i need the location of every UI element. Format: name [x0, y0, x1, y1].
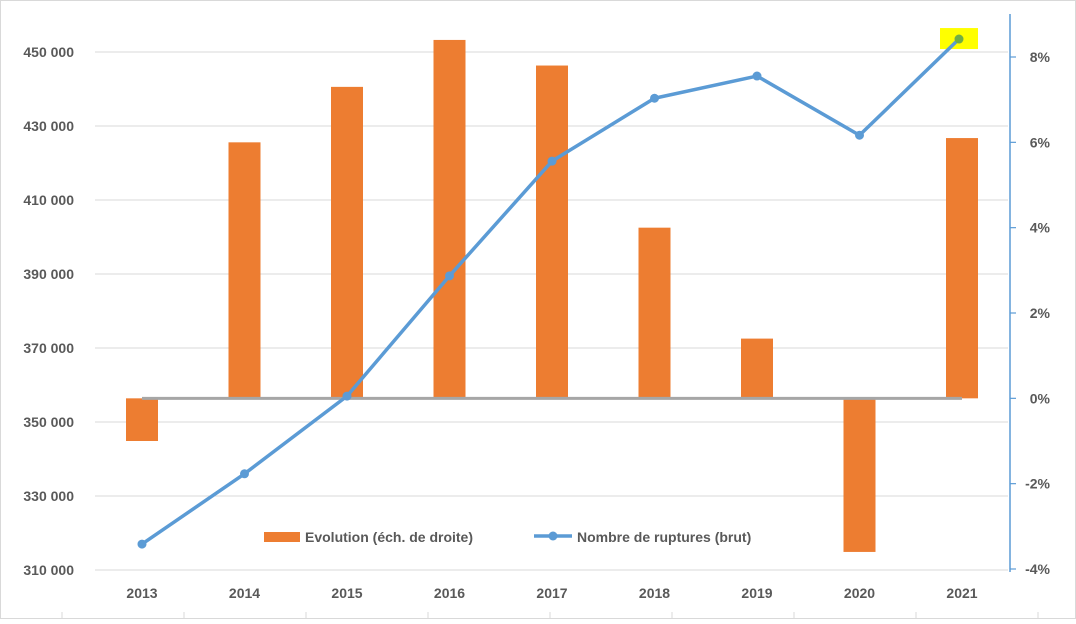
bar-evolution-2020 — [843, 398, 876, 552]
right-axis-tick-label: 2% — [1030, 305, 1051, 321]
legend-swatch-marker — [548, 531, 558, 541]
bar-evolution-2015 — [331, 86, 363, 399]
x-axis-tick-label: 2017 — [536, 585, 567, 601]
point-ruptures-2019 — [752, 71, 762, 81]
left-axis-tick-label: 390 000 — [23, 266, 74, 282]
legend: Evolution (éch. de droite) Nombre de rupt… — [264, 529, 751, 545]
right-axis-tick-label: 8% — [1030, 49, 1051, 65]
legend-label-line: Nombre de ruptures (brut) — [577, 529, 751, 545]
bar-evolution-2019 — [741, 338, 773, 399]
point-ruptures-2018 — [650, 93, 659, 103]
x-axis-tick-label: 2015 — [331, 585, 362, 601]
bar-evolution-2018 — [638, 227, 671, 399]
bar-evolution-2013 — [126, 398, 158, 441]
left-axis-tick-label: 410 000 — [23, 192, 74, 208]
x-axis-tick-label: 2013 — [126, 585, 157, 601]
right-axis-tick-label: 4% — [1030, 220, 1051, 236]
point-ruptures-2014 — [240, 469, 249, 479]
x-axis-tick-label: 2021 — [946, 585, 977, 601]
bar-series — [126, 39, 978, 552]
legend-label-bar: Evolution (éch. de droite) — [305, 529, 473, 545]
point-ruptures-2013 — [137, 539, 147, 549]
line-series — [137, 28, 978, 549]
left-axis-tick-label: 310 000 — [23, 562, 74, 578]
left-axis-tick-label: 370 000 — [23, 340, 74, 356]
left-axis-tick-label: 430 000 — [23, 118, 74, 134]
right-axis-tick-label: 0% — [1030, 390, 1051, 406]
x-axis-tick-label: 2014 — [229, 585, 260, 601]
bar-evolution-2016 — [433, 39, 466, 399]
point-ruptures-2020 — [855, 130, 864, 140]
bar-evolution-2017 — [536, 65, 568, 399]
x-axis-tick-label: 2016 — [434, 585, 465, 601]
left-axis-tick-label: 350 000 — [23, 414, 74, 430]
point-ruptures-2021 — [954, 34, 964, 44]
left-axis-tick-label: 330 000 — [23, 488, 74, 504]
x-axis-tick-label: 2019 — [741, 585, 772, 601]
axes: 310 000 330 000 350 000 370 000 390 000 410 0… — [23, 14, 1051, 619]
x-axis-tick-label: 2018 — [639, 585, 670, 601]
right-axis-tick-label: 6% — [1030, 134, 1051, 150]
point-ruptures-2015 — [342, 391, 352, 401]
bar-evolution-2021 — [946, 138, 978, 399]
point-ruptures-2017 — [547, 156, 557, 166]
right-axis-tick-label: -2% — [1025, 476, 1050, 492]
right-axis-tick-label: -4% — [1025, 561, 1050, 577]
point-ruptures-2016 — [445, 271, 454, 281]
legend-swatch-bar — [264, 532, 300, 542]
bar-evolution-2014 — [228, 142, 261, 399]
left-axis-tick-label: 450 000 — [23, 44, 74, 60]
x-axis-tick-label: 2020 — [844, 585, 875, 601]
